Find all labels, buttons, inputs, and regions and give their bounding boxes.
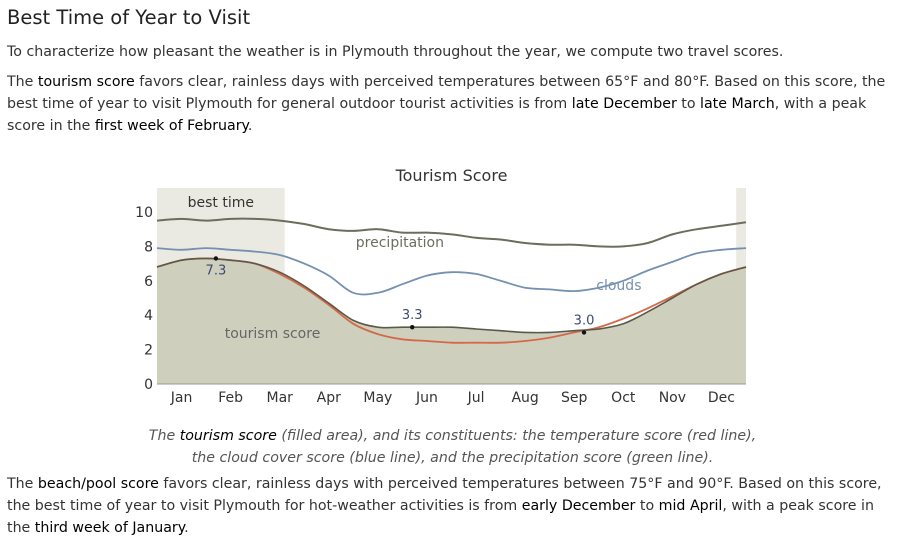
page-title: Best Time of Year to Visit [7, 6, 251, 29]
tourism-area [157, 258, 746, 384]
x-tick-label: Dec [708, 390, 735, 406]
x-tick-label: Aug [511, 390, 538, 406]
y-tick-label: 4 [144, 308, 153, 324]
x-tick-label: Jan [170, 390, 193, 406]
text-run: (filled area), and its constituents: the… [191, 428, 757, 467]
text-run: , with a peak score in the [7, 96, 867, 134]
chart-title: Tourism Score [395, 166, 508, 185]
y-tick-label: 6 [144, 274, 153, 290]
text-run: . [184, 520, 189, 536]
beach-score-term: beach/pool score [37, 476, 159, 492]
tourism-score-area [157, 258, 746, 384]
text-run: The [7, 74, 38, 90]
data-label: 7.3 [206, 263, 227, 278]
x-tick-label: Oct [611, 390, 636, 406]
text-run: , with a peak score in the [7, 498, 874, 536]
x-tick-label: Nov [659, 390, 686, 406]
score-lines [156, 217, 747, 344]
chart-labels: Tourism Score best time precipitation cloud… [188, 166, 642, 342]
tourism-score-label: tourism score [225, 326, 321, 342]
text-run: favors clear, rainless days with perceiv… [7, 476, 882, 514]
text-run: to [635, 498, 659, 514]
precipitation-line [156, 217, 747, 248]
beach-paragraph: The beach/pool score favors clear, rainl… [7, 473, 900, 539]
x-tick-label: Mar [266, 390, 293, 406]
y-tick-label: 10 [135, 205, 153, 221]
best-start: late December [571, 96, 677, 112]
y-tick-label: 0 [144, 377, 153, 393]
chart-caption: The tourism score (filled area), and its… [140, 425, 765, 469]
y-tick-label: 2 [144, 343, 153, 359]
tourism-paragraph: The tourism score favors clear, rainless… [7, 71, 900, 137]
beach-start: early December [521, 498, 636, 514]
y-tick-label: 8 [144, 239, 153, 255]
x-tick-label: Apr [317, 390, 341, 406]
x-tick-label: Jun [415, 390, 438, 406]
x-tick-label: Feb [218, 390, 243, 406]
text-run: favors clear, rainless days with perceiv… [7, 74, 886, 112]
data-label: 3.3 [402, 308, 423, 323]
best-time-label: best time [188, 195, 254, 211]
data-label: 3.0 [574, 313, 595, 328]
tourism-line [156, 257, 747, 334]
beach-end: mid April [658, 498, 723, 514]
peak-period: first week of February [94, 118, 248, 134]
caption-tourism-term: tourism score [179, 428, 277, 445]
clouds-line [156, 247, 747, 296]
intro-paragraph: To characterize how pleasant the weather… [7, 44, 784, 60]
peak-marker [213, 256, 219, 261]
text-run: . [247, 118, 253, 134]
x-tick-label: Sep [561, 390, 588, 406]
peak-marker [581, 330, 587, 335]
x-tick-label: Jul [467, 390, 485, 406]
tourism-score-term: tourism score [37, 74, 135, 90]
text-run: The [148, 428, 180, 445]
tourism-score-chart: 0 2 4 6 8 10 Jan Feb Mar Apr May Jun Jul Aug Sep Oct Nov… [135, 166, 747, 406]
peak-marker [410, 325, 415, 330]
precipitation-label: precipitation [356, 235, 444, 251]
clouds-label: clouds [596, 278, 641, 294]
best-end: late March [700, 96, 775, 112]
text-run: The [7, 476, 38, 492]
text-run: to [676, 96, 701, 112]
x-tick-label: May [363, 390, 392, 406]
axes: 0 2 4 6 8 10 Jan Feb Mar Apr May Jun Jul Aug Sep Oct Nov… [135, 205, 746, 406]
beach-peak: third week of January [34, 520, 185, 536]
